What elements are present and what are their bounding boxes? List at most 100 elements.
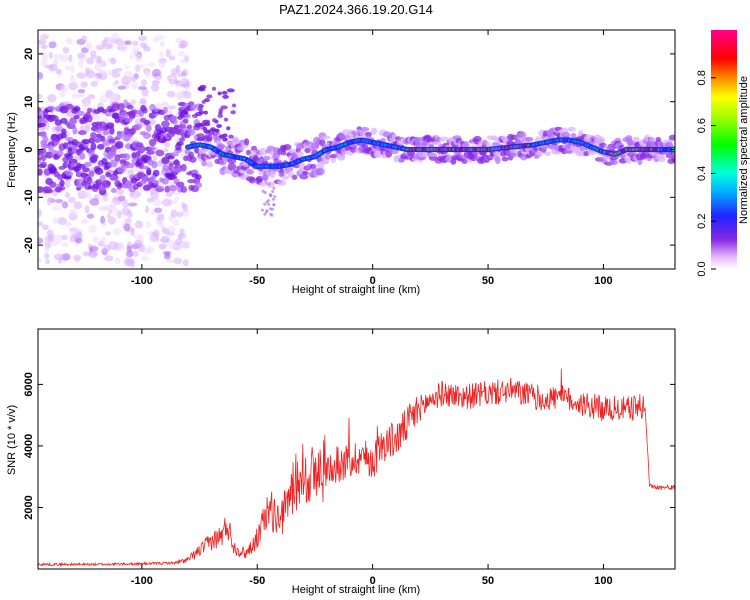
- heatmap-cell: [259, 147, 268, 156]
- heatmap-cell: [244, 138, 250, 146]
- heatmap-cell: [128, 202, 138, 207]
- heatmap-cell: [110, 148, 117, 156]
- heatmap-cell: [180, 59, 186, 64]
- heatmap-cell: [291, 174, 298, 180]
- heatmap-cell: [370, 127, 378, 135]
- heatmap-cell: [191, 169, 199, 175]
- heatmap-cell: [261, 189, 265, 193]
- heatmap-cell: [55, 68, 63, 75]
- heatmap-cell: [161, 120, 170, 128]
- heatmap-cell: [129, 99, 137, 105]
- heatmap-cell: [76, 110, 85, 116]
- heatmap-cell: [106, 213, 111, 218]
- heatmap-cell: [124, 64, 129, 70]
- heatmap-cell: [258, 171, 265, 176]
- colorbar-ticks: 0.0 0.2 0.4 0.6 0.8: [696, 70, 716, 277]
- heatmap-cell: [61, 201, 69, 209]
- spectrogram-x-axis-label: Height of straight line (km): [292, 284, 420, 296]
- heatmap-cell: [132, 40, 139, 47]
- heatmap-cell: [84, 189, 90, 197]
- heatmap-cell: [101, 39, 107, 47]
- heatmap-cell: [162, 106, 168, 114]
- heatmap-cell: [263, 191, 267, 195]
- heatmap-cell: [535, 136, 542, 142]
- heatmap-cell: [148, 62, 155, 67]
- heatmap-cell: [511, 152, 518, 158]
- x-tick-label: 50: [482, 575, 494, 587]
- heatmap-cell: [62, 46, 70, 54]
- heatmap-cell: [137, 145, 146, 154]
- heatmap-cell: [162, 147, 169, 153]
- heatmap-cell: [544, 151, 552, 156]
- heatmap-cell: [68, 158, 78, 165]
- heatmap-cell: [156, 213, 165, 222]
- heatmap-cell: [134, 220, 144, 229]
- heatmap-cell: [63, 142, 69, 149]
- heatmap-cell: [168, 184, 178, 192]
- heatmap-cell: [48, 51, 53, 59]
- heatmap-cell: [175, 90, 186, 99]
- heatmap-cell: [426, 137, 433, 143]
- heatmap-cell: [148, 138, 157, 147]
- heatmap-cell: [269, 194, 273, 198]
- colorbar-label: Normalized spectral amplitude: [738, 76, 750, 224]
- heatmap-cell: [130, 109, 138, 115]
- heatmap-cell: [201, 160, 208, 167]
- heatmap-cell: [130, 80, 139, 90]
- heatmap-cell: [658, 155, 666, 163]
- heatmap-cell: [177, 51, 186, 57]
- heatmap-cell: [45, 259, 51, 265]
- heatmap-cell: [147, 231, 154, 236]
- heatmap-cell: [92, 235, 100, 243]
- heatmap-cell: [114, 257, 121, 265]
- heatmap-cell: [65, 37, 74, 45]
- heatmap-cell: [261, 175, 269, 181]
- heatmap-cell: [461, 158, 468, 164]
- heatmap-cell: [88, 224, 97, 233]
- heatmap-cell: [226, 88, 235, 93]
- heatmap-cell: [218, 134, 225, 139]
- heatmap-cell: [168, 55, 176, 61]
- heatmap-cell: [167, 75, 172, 82]
- heatmap-cell: [167, 225, 176, 234]
- heatmap-cell: [92, 115, 102, 121]
- heatmap-cell: [222, 137, 228, 142]
- y-tick-label: 2000: [23, 495, 35, 519]
- heatmap-cell: [60, 84, 68, 94]
- heatmap-cell: [114, 67, 123, 72]
- heatmap-cell: [285, 166, 293, 172]
- heatmap-cell: [265, 210, 269, 214]
- heatmap-cell: [165, 252, 170, 257]
- heatmap-cell: [152, 37, 159, 43]
- heatmap-cell: [40, 147, 47, 155]
- heatmap-cell: [38, 93, 43, 99]
- y-tick-label: 4000: [23, 434, 35, 458]
- y-tick-label: -20: [23, 237, 35, 253]
- heatmap-cell: [316, 167, 325, 176]
- heatmap-cell: [89, 50, 97, 57]
- heatmap-cell: [269, 170, 276, 179]
- heatmap-cell: [121, 207, 131, 216]
- heatmap-cell: [270, 207, 274, 211]
- heatmap-cell: [264, 180, 268, 184]
- heatmap-cell: [162, 198, 172, 207]
- heatmap-cell: [116, 243, 125, 252]
- heatmap-cell: [76, 72, 87, 79]
- heatmap-cell: [64, 180, 71, 188]
- heatmap-cell: [94, 63, 102, 72]
- heatmap-cell: [142, 107, 148, 114]
- heatmap-cell: [463, 140, 470, 148]
- heatmap-cell: [105, 122, 115, 127]
- heatmap-cell: [148, 146, 156, 151]
- heatmap-cell: [100, 197, 110, 203]
- heatmap-cell: [177, 233, 183, 241]
- heatmap-cell: [668, 134, 675, 141]
- heatmap-cell: [60, 242, 70, 247]
- x-tick-label: -50: [249, 275, 265, 287]
- heatmap-cell: [65, 153, 73, 160]
- x-tick-label: 0: [370, 575, 376, 587]
- heatmap-cell: [58, 92, 66, 98]
- heatmap-cell: [133, 123, 143, 130]
- heatmap-cell: [168, 175, 178, 180]
